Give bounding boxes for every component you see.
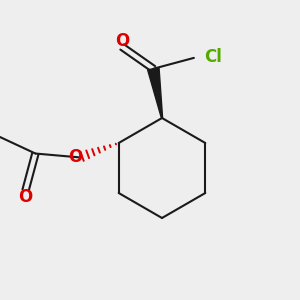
Text: O: O <box>18 188 33 206</box>
Polygon shape <box>148 68 163 118</box>
Text: O: O <box>68 148 83 166</box>
Text: Cl: Cl <box>204 48 222 66</box>
Text: O: O <box>115 32 129 50</box>
